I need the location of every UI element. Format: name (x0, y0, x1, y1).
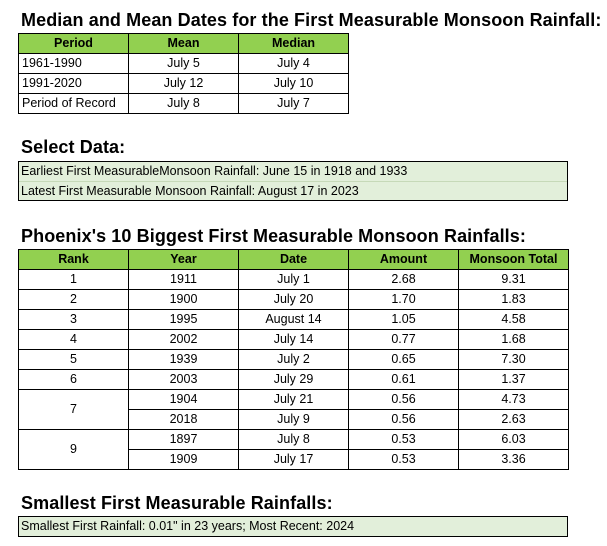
monsoon-total-cell: 7.30 (458, 349, 569, 370)
year-cell: 1939 (128, 349, 239, 370)
monsoon-total-cell: 4.73 (458, 389, 569, 410)
monsoon-total-cell: 1.37 (458, 369, 569, 390)
table-row: 4 2002 July 14 0.77 1.68 (18, 329, 569, 350)
header-rank: Rank (18, 249, 129, 270)
date-cell: July 9 (238, 409, 349, 430)
table-row: 6 2003 July 29 0.61 1.37 (18, 369, 569, 390)
monsoon-total-cell: 1.68 (458, 329, 569, 350)
rank-cell: 5 (18, 349, 129, 370)
smallest-rainfall-line: Smallest First Rainfall: 0.01" in 23 yea… (21, 519, 355, 533)
rank-cell: 1 (18, 269, 129, 290)
table-header-row: Rank Year Date Amount Monsoon Total (18, 249, 569, 270)
amount-cell: 0.56 (348, 409, 459, 430)
table-row: 1961-1990 July 5 July 4 (18, 53, 349, 74)
date-cell: July 1 (238, 269, 349, 290)
monsoon-total-cell: 2.63 (458, 409, 569, 430)
year-cell: 1995 (128, 309, 239, 330)
rank-cell: 7 (18, 389, 129, 430)
table-row: 1909 July 17 0.53 3.36 (19, 449, 569, 470)
year-cell: 2002 (128, 329, 239, 350)
amount-cell: 0.53 (348, 449, 459, 470)
header-date: Date (238, 249, 349, 270)
date-cell: July 21 (238, 389, 349, 410)
date-cell: July 8 (238, 429, 349, 450)
mean-cell: July 12 (128, 73, 239, 94)
header-amount: Amount (348, 249, 459, 270)
median-mean-table: Period Mean Median 1961-1990 July 5 July… (18, 33, 349, 114)
amount-cell: 1.05 (348, 309, 459, 330)
select-data-title: Select Data: (21, 137, 126, 157)
rank-cell: 2 (18, 289, 129, 310)
rank-cell: 4 (18, 329, 129, 350)
year-cell: 1900 (128, 289, 239, 310)
header-median: Median (238, 33, 349, 54)
monsoon-total-cell: 3.36 (458, 449, 569, 470)
year-cell: 1911 (128, 269, 239, 290)
date-cell: July 2 (238, 349, 349, 370)
table-row: 1991-2020 July 12 July 10 (18, 73, 349, 94)
period-cell: Period of Record (18, 93, 129, 114)
header-year: Year (128, 249, 239, 270)
mean-cell: July 5 (128, 53, 239, 74)
monsoon-total-cell: 1.83 (458, 289, 569, 310)
date-cell: July 14 (238, 329, 349, 350)
date-cell: August 14 (238, 309, 349, 330)
table-header-row: Period Mean Median (18, 33, 349, 54)
biggest-rainfalls-title: Phoenix's 10 Biggest First Measurable Mo… (21, 226, 526, 246)
latest-rainfall-line: Latest First Measurable Monsoon Rainfall… (19, 181, 567, 201)
date-cell: July 17 (238, 449, 349, 470)
year-cell: 1909 (128, 449, 239, 470)
select-data-box: Earliest First MeasurableMonsoon Rainfal… (18, 161, 568, 201)
year-cell: 1897 (128, 429, 239, 450)
header-period: Period (18, 33, 129, 54)
header-monsoon-total: Monsoon Total (458, 249, 569, 270)
monsoon-total-cell: 9.31 (458, 269, 569, 290)
table-row: 5 1939 July 2 0.65 7.30 (18, 349, 569, 370)
date-cell: July 20 (238, 289, 349, 310)
table-row: Period of Record July 8 July 7 (18, 93, 349, 114)
rank-cell: 9 (18, 429, 129, 470)
amount-cell: 1.70 (348, 289, 459, 310)
table-row: 2 1900 July 20 1.70 1.83 (18, 289, 569, 310)
table-row: 7 1904 July 21 0.56 4.73 (18, 389, 569, 430)
amount-cell: 0.77 (348, 329, 459, 350)
smallest-rainfalls-title: Smallest First Measurable Rainfalls: (21, 493, 333, 513)
year-cell: 1904 (128, 389, 239, 410)
median-cell: July 10 (238, 73, 349, 94)
median-cell: July 7 (238, 93, 349, 114)
biggest-rainfalls-table: Rank Year Date Amount Monsoon Total 1 19… (18, 249, 569, 470)
monsoon-total-cell: 4.58 (458, 309, 569, 330)
header-mean: Mean (128, 33, 239, 54)
median-cell: July 4 (238, 53, 349, 74)
period-cell: 1961-1990 (18, 53, 129, 74)
period-cell: 1991-2020 (18, 73, 129, 94)
table-row: 1 1911 July 1 2.68 9.31 (18, 269, 569, 290)
year-cell: 2018 (128, 409, 239, 430)
earliest-rainfall-line: Earliest First MeasurableMonsoon Rainfal… (21, 164, 408, 178)
median-mean-title: Median and Mean Dates for the First Meas… (21, 10, 602, 30)
mean-cell: July 8 (128, 93, 239, 114)
amount-cell: 0.61 (348, 369, 459, 390)
date-cell: July 29 (238, 369, 349, 390)
amount-cell: 2.68 (348, 269, 459, 290)
smallest-rainfall-box: Smallest First Rainfall: 0.01" in 23 yea… (18, 516, 568, 537)
amount-cell: 0.53 (348, 429, 459, 450)
year-cell: 2003 (128, 369, 239, 390)
table-row: 3 1995 August 14 1.05 4.58 (18, 309, 569, 330)
amount-cell: 0.65 (348, 349, 459, 370)
monsoon-total-cell: 6.03 (458, 429, 569, 450)
table-row: 9 1897 July 8 0.53 6.03 (18, 429, 569, 470)
rank-cell: 3 (18, 309, 129, 330)
amount-cell: 0.56 (348, 389, 459, 410)
rank-cell: 6 (18, 369, 129, 390)
